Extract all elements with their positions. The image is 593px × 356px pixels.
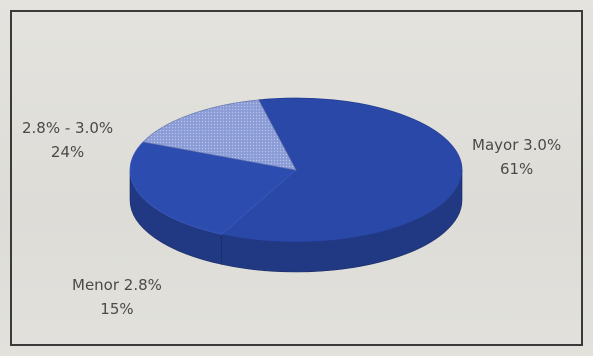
slice-label-mayor: Mayor 3.0% 61% bbox=[472, 133, 561, 181]
slice-label-middle: 2.8% - 3.0% 24% bbox=[22, 116, 113, 164]
chart-frame bbox=[10, 10, 583, 346]
slice-value-middle: 24% bbox=[50, 143, 85, 161]
pie-top bbox=[129, 97, 463, 243]
pie-slice-2 bbox=[142, 99, 297, 171]
slice-name-middle: 2.8% - 3.0% bbox=[22, 119, 114, 137]
pie-slice-0 bbox=[220, 97, 463, 243]
slice-label-menor: Menor 2.8% 15% bbox=[72, 273, 162, 321]
pie-slice-1 bbox=[129, 141, 297, 235]
slice-value-menor: 15% bbox=[100, 300, 134, 318]
slice-value-mayor: 61% bbox=[499, 160, 534, 178]
slice-name-mayor: Mayor 3.0% bbox=[472, 136, 562, 154]
slice-name-menor: Menor 2.8% bbox=[72, 276, 162, 294]
